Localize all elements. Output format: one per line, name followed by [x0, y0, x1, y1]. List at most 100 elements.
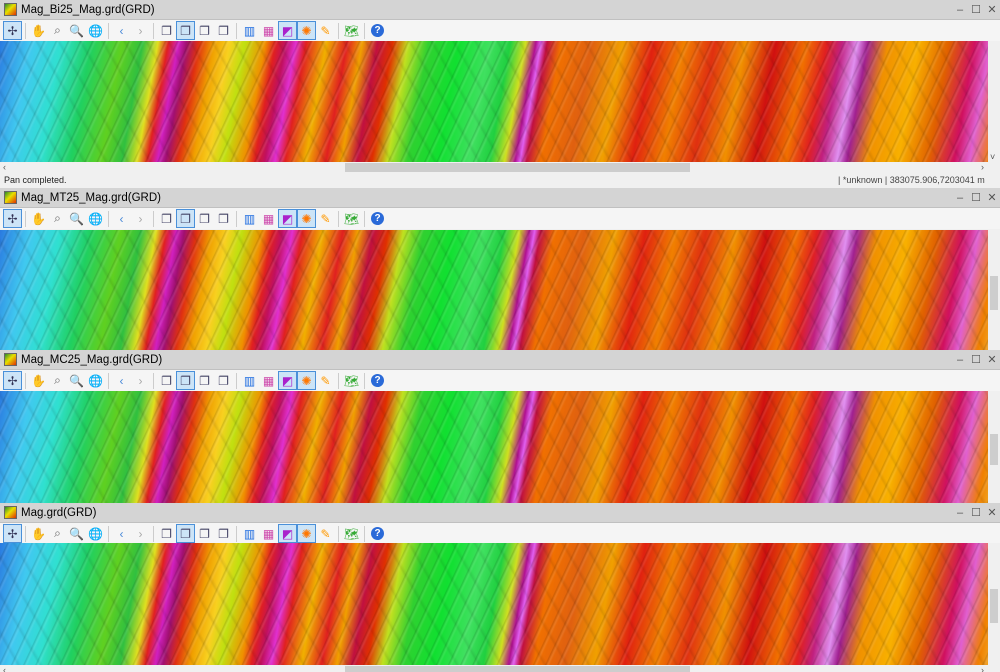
window-layout-2[interactable]: ❐ — [176, 371, 195, 390]
scroll-down-arrow[interactable]: ˅ — [990, 152, 996, 162]
window-layout-1[interactable]: ❐ — [157, 524, 176, 543]
minimize-button[interactable]: – — [956, 506, 964, 519]
select-tool[interactable]: ✢ — [3, 371, 22, 390]
close-button[interactable]: ✕ — [987, 354, 997, 366]
help-button[interactable]: ? — [368, 209, 387, 228]
window-layout-4[interactable]: ❐ — [214, 21, 233, 40]
help-button[interactable]: ? — [368, 371, 387, 390]
sun-angle-tool[interactable]: ✺ — [297, 371, 316, 390]
scroll-left-arrow[interactable]: ‹ — [3, 162, 6, 172]
zoom-tool[interactable]: 🔍 — [67, 21, 86, 40]
zoom-tool[interactable]: 🔍 — [67, 524, 86, 543]
brush-tool[interactable]: ✎ — [316, 209, 335, 228]
map-export-tool[interactable]: 🗺 — [342, 21, 361, 40]
close-button[interactable]: ✕ — [987, 507, 997, 519]
window-title-bar[interactable]: Mag_MC25_Mag.grd(GRD) – ☐ ✕ — [0, 350, 1000, 370]
vertical-scrollbar[interactable] — [988, 230, 1000, 350]
globe-tool[interactable]: 🌐 — [86, 524, 105, 543]
window-layout-4[interactable]: ❐ — [214, 371, 233, 390]
scroll-left-arrow[interactable]: ‹ — [3, 665, 6, 672]
minimize-button[interactable]: – — [956, 353, 964, 366]
window-layout-1[interactable]: ❐ — [157, 371, 176, 390]
scrollbar-thumb[interactable] — [345, 163, 690, 172]
zoom-region-tool[interactable]: ⌕ — [48, 209, 67, 228]
window-layout-2[interactable]: ❐ — [176, 21, 195, 40]
scrollbar-thumb[interactable] — [990, 434, 998, 465]
zoom-tool[interactable]: 🔍 — [67, 209, 86, 228]
back-button[interactable]: ‹ — [112, 21, 131, 40]
vertical-scrollbar[interactable] — [988, 391, 1000, 503]
window-layout-2[interactable]: ❐ — [176, 209, 195, 228]
sun-angle-tool[interactable]: ✺ — [297, 524, 316, 543]
window-layout-2[interactable]: ❐ — [176, 524, 195, 543]
window-title-bar[interactable]: Mag.grd(GRD) – ☐ ✕ — [0, 503, 1000, 523]
select-tool[interactable]: ✢ — [3, 524, 22, 543]
pan-tool[interactable]: ✋ — [29, 21, 48, 40]
window-layout-4[interactable]: ❐ — [214, 209, 233, 228]
close-button[interactable]: ✕ — [987, 4, 997, 16]
maximize-button[interactable]: ☐ — [971, 354, 981, 366]
maximize-button[interactable]: ☐ — [971, 4, 981, 16]
maximize-button[interactable]: ☐ — [971, 192, 981, 204]
color-table-tool[interactable]: ▦ — [259, 371, 278, 390]
color-bars-tool[interactable]: ▥ — [240, 371, 259, 390]
grid-image[interactable] — [0, 41, 1000, 162]
globe-tool[interactable]: 🌐 — [86, 21, 105, 40]
window-layout-3[interactable]: ❐ — [195, 524, 214, 543]
minimize-button[interactable]: – — [956, 191, 964, 204]
help-button[interactable]: ? — [368, 524, 387, 543]
color-bars-tool[interactable]: ▥ — [240, 524, 259, 543]
minimize-button[interactable]: – — [956, 3, 964, 16]
maximize-button[interactable]: ☐ — [971, 507, 981, 519]
forward-button[interactable]: › — [131, 209, 150, 228]
select-tool[interactable]: ✢ — [3, 21, 22, 40]
zoom-tool[interactable]: 🔍 — [67, 371, 86, 390]
sun-angle-tool[interactable]: ✺ — [297, 209, 316, 228]
horizontal-scrollbar[interactable]: ‹ › — [0, 162, 988, 173]
map-export-tool[interactable]: 🗺 — [342, 371, 361, 390]
color-table-tool[interactable]: ▦ — [259, 209, 278, 228]
back-button[interactable]: ‹ — [112, 524, 131, 543]
scrollbar-thumb[interactable] — [345, 666, 690, 672]
pan-tool[interactable]: ✋ — [29, 524, 48, 543]
color-bars-tool[interactable]: ▥ — [240, 21, 259, 40]
window-layout-1[interactable]: ❐ — [157, 209, 176, 228]
help-button[interactable]: ? — [368, 21, 387, 40]
close-button[interactable]: ✕ — [987, 192, 997, 204]
shaded-relief-tool[interactable]: ◩ — [278, 209, 297, 228]
vertical-scrollbar[interactable]: ˅ — [988, 41, 1000, 162]
sun-angle-tool[interactable]: ✺ — [297, 21, 316, 40]
shaded-relief-tool[interactable]: ◩ — [278, 21, 297, 40]
select-tool[interactable]: ✢ — [3, 209, 22, 228]
brush-tool[interactable]: ✎ — [316, 21, 335, 40]
horizontal-scrollbar[interactable]: ‹ › — [0, 665, 988, 672]
zoom-region-tool[interactable]: ⌕ — [48, 21, 67, 40]
window-layout-4[interactable]: ❐ — [214, 524, 233, 543]
window-layout-3[interactable]: ❐ — [195, 371, 214, 390]
brush-tool[interactable]: ✎ — [316, 524, 335, 543]
globe-tool[interactable]: 🌐 — [86, 371, 105, 390]
color-table-tool[interactable]: ▦ — [259, 21, 278, 40]
scroll-right-arrow[interactable]: › — [981, 665, 984, 672]
shaded-relief-tool[interactable]: ◩ — [278, 371, 297, 390]
grid-image[interactable] — [0, 543, 988, 665]
grid-image[interactable] — [0, 230, 988, 350]
zoom-region-tool[interactable]: ⌕ — [48, 524, 67, 543]
back-button[interactable]: ‹ — [112, 209, 131, 228]
shaded-relief-tool[interactable]: ◩ — [278, 524, 297, 543]
color-table-tool[interactable]: ▦ — [259, 524, 278, 543]
vertical-scrollbar[interactable] — [988, 543, 1000, 665]
window-layout-1[interactable]: ❐ — [157, 21, 176, 40]
window-title-bar[interactable]: Mag_Bi25_Mag.grd(GRD) – ☐ ✕ — [0, 0, 1000, 20]
scrollbar-thumb[interactable] — [990, 589, 998, 623]
forward-button[interactable]: › — [131, 21, 150, 40]
window-layout-3[interactable]: ❐ — [195, 209, 214, 228]
map-export-tool[interactable]: 🗺 — [342, 524, 361, 543]
window-layout-3[interactable]: ❐ — [195, 21, 214, 40]
scroll-right-arrow[interactable]: › — [981, 162, 984, 172]
back-button[interactable]: ‹ — [112, 371, 131, 390]
window-title-bar[interactable]: Mag_MT25_Mag.grd(GRD) – ☐ ✕ — [0, 188, 1000, 208]
pan-tool[interactable]: ✋ — [29, 209, 48, 228]
scrollbar-thumb[interactable] — [990, 276, 998, 310]
brush-tool[interactable]: ✎ — [316, 371, 335, 390]
